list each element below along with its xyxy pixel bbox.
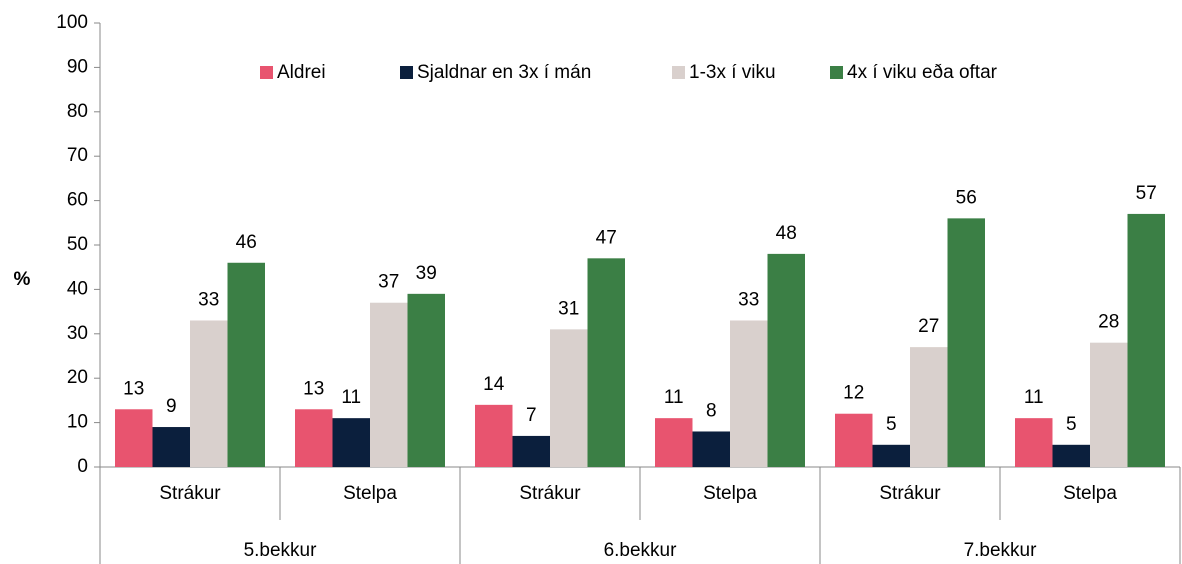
bar — [1052, 444, 1090, 467]
bar — [587, 258, 625, 467]
legend-swatch — [260, 66, 273, 79]
data-label: 11 — [664, 387, 684, 408]
bar — [227, 262, 265, 467]
bar — [190, 320, 228, 467]
data-label: 33 — [738, 289, 759, 310]
legend-swatch — [672, 66, 685, 79]
y-tick-label: 100 — [56, 12, 88, 33]
bar — [152, 427, 190, 467]
x-tick-label: Stelpa — [703, 483, 757, 504]
y-tick-label: 60 — [67, 190, 88, 211]
data-label: 12 — [843, 383, 864, 404]
legend-label: Sjaldnar en 3x í mán — [417, 62, 591, 83]
data-label: 31 — [558, 298, 579, 319]
data-label: 14 — [483, 374, 505, 395]
data-label: 28 — [1098, 312, 1119, 333]
data-label: 47 — [596, 227, 617, 248]
x-tick-label: Stelpa — [343, 483, 397, 504]
y-tick-label: 10 — [67, 412, 88, 433]
legend-swatch — [400, 66, 413, 79]
legend-label: Aldrei — [277, 62, 326, 83]
y-tick-label: 40 — [67, 278, 88, 299]
data-label: 56 — [956, 187, 977, 208]
data-label: 13 — [123, 378, 144, 399]
data-label: 46 — [236, 232, 257, 253]
data-label: 11 — [341, 387, 361, 408]
legend-label: 1-3x í viku — [689, 62, 776, 83]
data-label: 5 — [886, 414, 897, 435]
data-label: 5 — [1066, 414, 1077, 435]
bar — [332, 418, 370, 467]
x-tick-label: Strákur — [159, 483, 221, 504]
x-tick-label: Strákur — [879, 483, 941, 504]
y-tick-label: 80 — [67, 101, 88, 122]
group-label: 6.bekkur — [604, 540, 678, 561]
y-tick-label: 70 — [67, 145, 88, 166]
legend-swatch — [830, 66, 843, 79]
bar — [295, 409, 333, 467]
data-label: 9 — [166, 396, 177, 417]
data-label: 11 — [1024, 387, 1044, 408]
bar — [835, 413, 873, 467]
bar — [692, 431, 730, 467]
bar — [767, 253, 805, 467]
data-label: 57 — [1136, 183, 1157, 204]
bar — [910, 347, 948, 467]
data-label: 13 — [303, 378, 324, 399]
data-label: 37 — [378, 272, 399, 293]
y-tick-label: 20 — [67, 367, 88, 388]
data-label: 27 — [918, 316, 939, 337]
y-tick-label: 50 — [67, 234, 88, 255]
bar — [550, 329, 588, 467]
bar — [1015, 418, 1053, 467]
y-tick-label: 0 — [77, 456, 88, 477]
y-axis-label: % — [14, 269, 31, 290]
data-label: 48 — [776, 223, 797, 244]
y-tick-label: 90 — [67, 56, 88, 77]
bar — [730, 320, 768, 467]
group-label: 5.bekkur — [244, 540, 318, 561]
x-tick-label: Strákur — [519, 483, 581, 504]
group-label: 7.bekkur — [964, 540, 1038, 561]
bar — [1127, 213, 1165, 467]
y-tick-label: 30 — [67, 323, 88, 344]
bar — [947, 218, 985, 467]
data-label: 39 — [416, 263, 437, 284]
bar — [115, 409, 153, 467]
bar — [872, 444, 910, 467]
bar — [655, 418, 693, 467]
x-tick-label: Stelpa — [1063, 483, 1117, 504]
bar — [370, 302, 408, 467]
bar — [407, 293, 445, 467]
data-label: 7 — [526, 405, 537, 426]
bar — [512, 435, 550, 467]
data-label: 33 — [198, 289, 219, 310]
data-label: 8 — [706, 400, 717, 421]
bar — [1090, 342, 1128, 467]
bar — [475, 404, 513, 467]
legend-label: 4x í viku eða oftar — [847, 62, 998, 83]
